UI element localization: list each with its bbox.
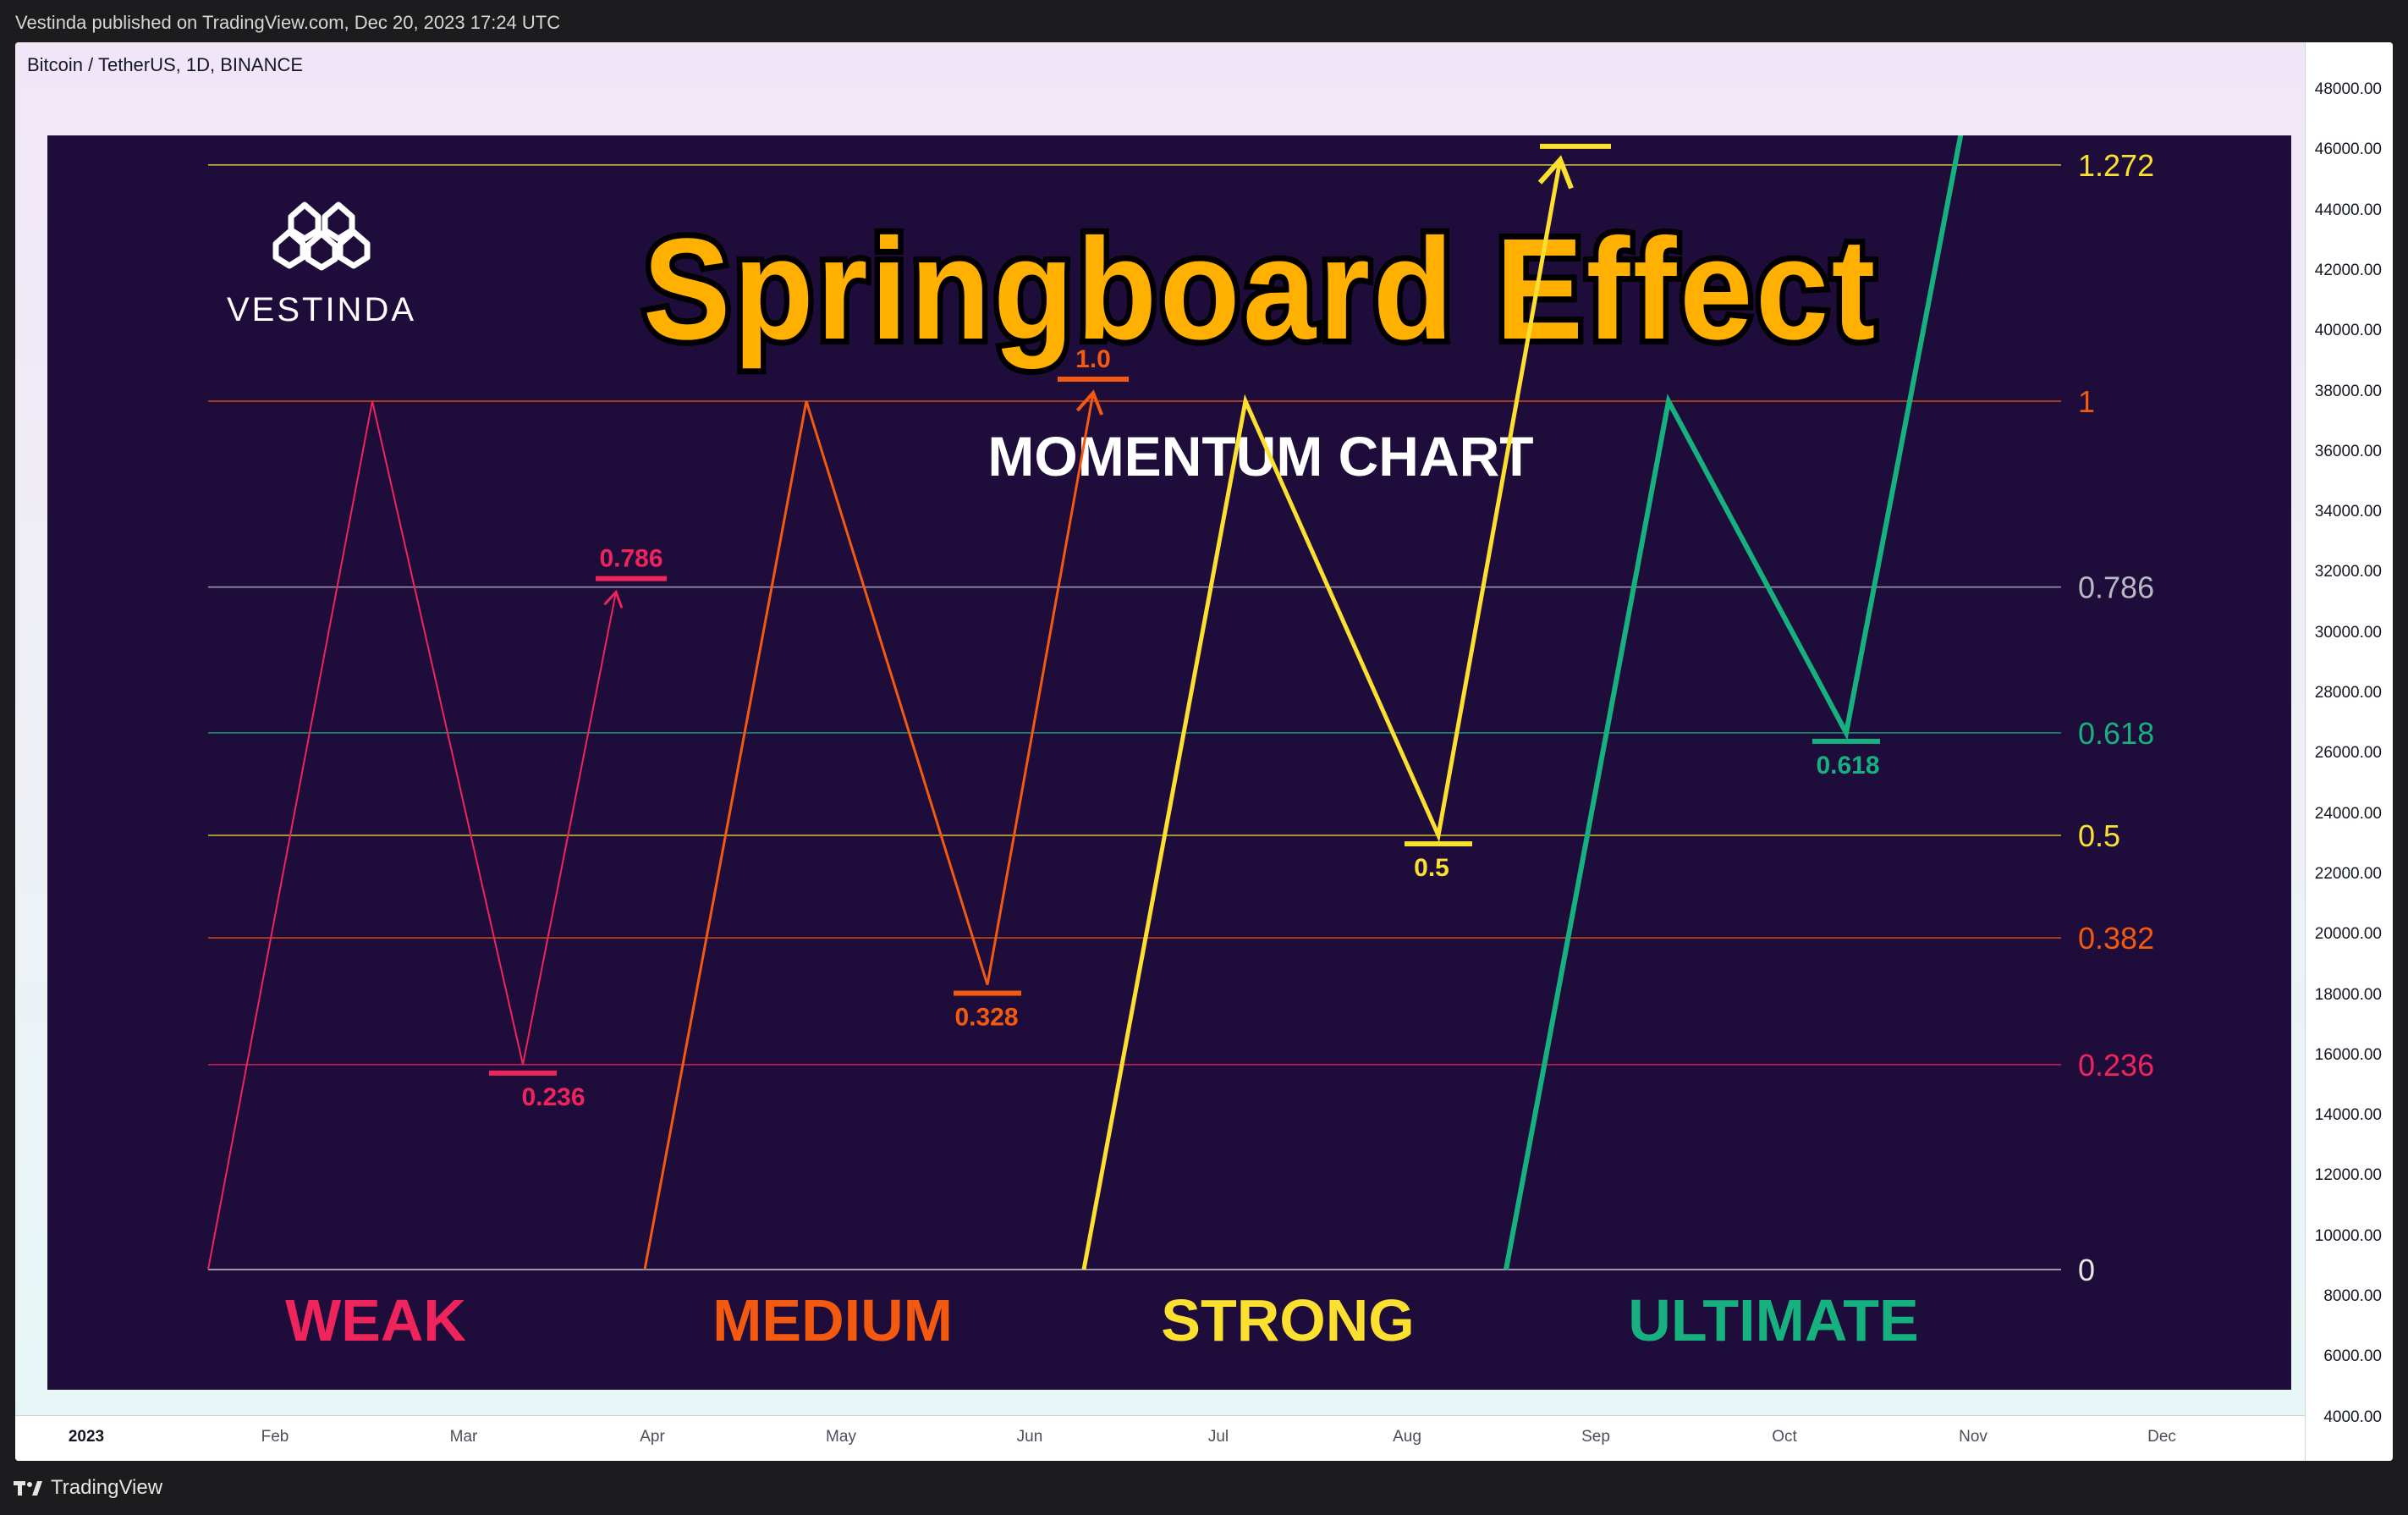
price-tick: 42000.00 [2314, 261, 2382, 279]
chart-frame[interactable]: Bitcoin / TetherUS, 1D, BINANCE 48000.00… [15, 42, 2393, 1461]
retrace-label: 0.5 [1414, 854, 1449, 882]
retrace-label: 0.618 [1816, 752, 1879, 780]
price-tick: 34000.00 [2314, 503, 2382, 521]
category-label: MEDIUM [712, 1287, 953, 1353]
time-tick: Mar [449, 1428, 478, 1446]
series-line [1504, 42, 1982, 1270]
price-tick: 30000.00 [2314, 623, 2382, 642]
symbol-title: Bitcoin / TetherUS, 1D, BINANCE [27, 54, 304, 75]
arrowhead [1537, 155, 1574, 190]
series-line [1081, 159, 1563, 1270]
target-label: 1.0 [1075, 345, 1111, 373]
price-tick: 38000.00 [2314, 382, 2382, 400]
time-tick: Jul [1207, 1428, 1229, 1446]
time-tick: Apr [640, 1428, 665, 1446]
target-label: 1.272 [1543, 135, 1607, 140]
level-label: 0.786 [2078, 570, 2154, 605]
price-tick: 48000.00 [2314, 80, 2382, 98]
level-label: 0.5 [2078, 818, 2120, 853]
chart-title: Springboard Effect [643, 209, 1878, 370]
time-axis[interactable]: 2023 Feb Mar Apr May Jun Jul Aug Sep Oct Nov Dec [15, 1415, 2305, 1461]
price-tick: 20000.00 [2314, 925, 2382, 944]
time-tick: Oct [1772, 1428, 1797, 1446]
price-tick: 6000.00 [2323, 1347, 2382, 1366]
tradingview-brand: TradingView [51, 1476, 163, 1499]
logo-text: VESTINDA [227, 291, 416, 328]
momentum-chart-image: Springboard Effect MOMENTUM CHART VESTINDA… [47, 42, 2291, 1390]
price-tick: 44000.00 [2314, 201, 2382, 219]
time-tick: 2023 [68, 1428, 105, 1446]
price-tick: 10000.00 [2314, 1226, 2382, 1245]
series-line [207, 400, 617, 1270]
price-tick: 24000.00 [2314, 804, 2382, 823]
level-label: 0.618 [2078, 716, 2154, 751]
vestinda-logo-icon [272, 201, 371, 271]
price-tick: 4000.00 [2323, 1408, 2382, 1426]
price-tick: 22000.00 [2314, 864, 2382, 883]
retrace-label: 0.328 [954, 1003, 1018, 1031]
tradingview-logo[interactable]: TradingView [14, 1476, 162, 1500]
time-tick: Jun [1016, 1428, 1043, 1446]
price-tick: 14000.00 [2314, 1106, 2382, 1125]
price-tick: 16000.00 [2314, 1045, 2382, 1064]
price-tick: 36000.00 [2314, 442, 2382, 460]
level-label: 1.272 [2078, 148, 2154, 183]
price-tick: 28000.00 [2314, 684, 2382, 702]
target-label: 0.786 [599, 545, 662, 573]
price-tick: 46000.00 [2314, 140, 2382, 159]
price-axis[interactable]: 48000.00 46000.00 44000.00 42000.00 40000.00… [2305, 42, 2393, 1461]
series-line [643, 392, 1095, 1270]
level-label: 1 [2078, 384, 2095, 419]
retrace-label: 0.236 [521, 1083, 585, 1111]
arrowhead [603, 589, 624, 609]
level-label: 0.236 [2078, 1048, 2154, 1083]
price-tick: 8000.00 [2323, 1287, 2382, 1305]
time-tick: Feb [261, 1428, 289, 1446]
price-tick: 32000.00 [2314, 563, 2382, 581]
price-tick: 12000.00 [2314, 1166, 2382, 1185]
time-tick: May [826, 1428, 856, 1446]
publish-bar: Vestinda published on TradingView.com, D… [0, 0, 2408, 42]
category-label: STRONG [1161, 1287, 1414, 1353]
category-label: ULTIMATE [1628, 1287, 1918, 1353]
level-label: 0.382 [2078, 921, 2154, 956]
price-tick: 26000.00 [2314, 744, 2382, 763]
footer-bar: TradingView [0, 1461, 2408, 1515]
time-tick: Nov [1959, 1428, 1987, 1446]
tradingview-icon [14, 1481, 42, 1496]
level-label: 0 [2078, 1253, 2095, 1287]
time-tick: Dec [2147, 1428, 2176, 1446]
publish-info: Vestinda published on TradingView.com, D… [15, 12, 561, 33]
time-tick: Aug [1393, 1428, 1421, 1446]
arrowhead [1075, 389, 1104, 416]
time-tick: Sep [1581, 1428, 1610, 1446]
price-tick: 40000.00 [2314, 322, 2382, 340]
category-label: WEAK [285, 1287, 466, 1353]
price-tick: 18000.00 [2314, 985, 2382, 1004]
